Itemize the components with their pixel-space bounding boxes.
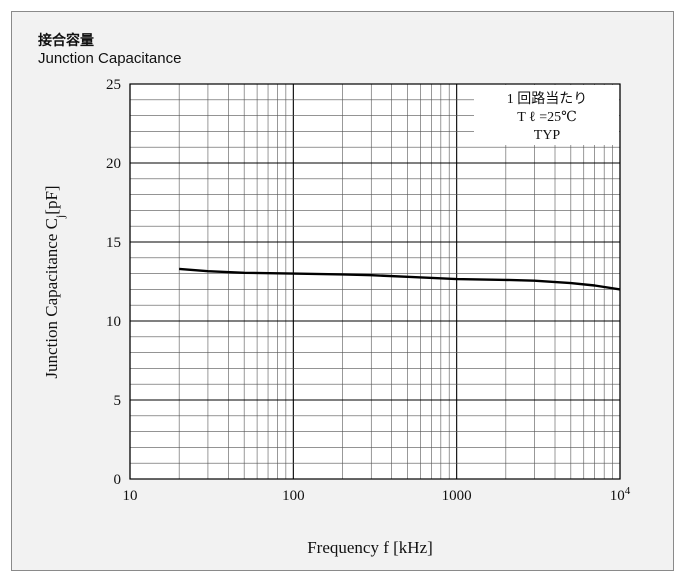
x-tick-label: 10 (123, 488, 138, 504)
annotation-text: 1 回路当たり T ℓ =25℃ TYP (507, 91, 588, 143)
y-axis-label-main: Junction Capacitance C (42, 218, 61, 379)
x-axis-label: Frequency f [kHz] (307, 538, 433, 557)
annotation-line: T ℓ =25℃ (517, 110, 577, 125)
x-tick-label: 104 (610, 485, 631, 504)
y-tick-label: 5 (114, 393, 122, 409)
annotation-line: 1 回路当たり (507, 91, 588, 107)
chart-title-japanese: 接合容量 (38, 33, 94, 49)
series-line (179, 267, 621, 291)
annotation-line: TYP (534, 128, 561, 143)
x-tick-label: 100 (282, 488, 305, 504)
series-group (179, 267, 621, 291)
y-tick-label: 15 (106, 235, 121, 251)
y-tick-labels: 0 5 10 15 20 25 (106, 77, 121, 488)
y-tick-label: 20 (106, 156, 121, 172)
y-axis-label-unit: [pF] (42, 185, 61, 214)
chart-title-english: Junction Capacitance (38, 50, 182, 67)
x-tick-labels: 10 100 1000 104 (123, 485, 631, 504)
y-axis-label-sub: j (53, 215, 67, 219)
y-tick-label: 25 (106, 77, 121, 93)
y-axis-label: Junction Capacitance Cj[pF] (42, 185, 67, 378)
y-tick-label: 10 (106, 314, 121, 330)
annotation-box (474, 85, 619, 145)
y-tick-label: 0 (114, 472, 122, 488)
plot-border (129, 83, 621, 480)
x-tick-label: 1000 (442, 488, 472, 504)
